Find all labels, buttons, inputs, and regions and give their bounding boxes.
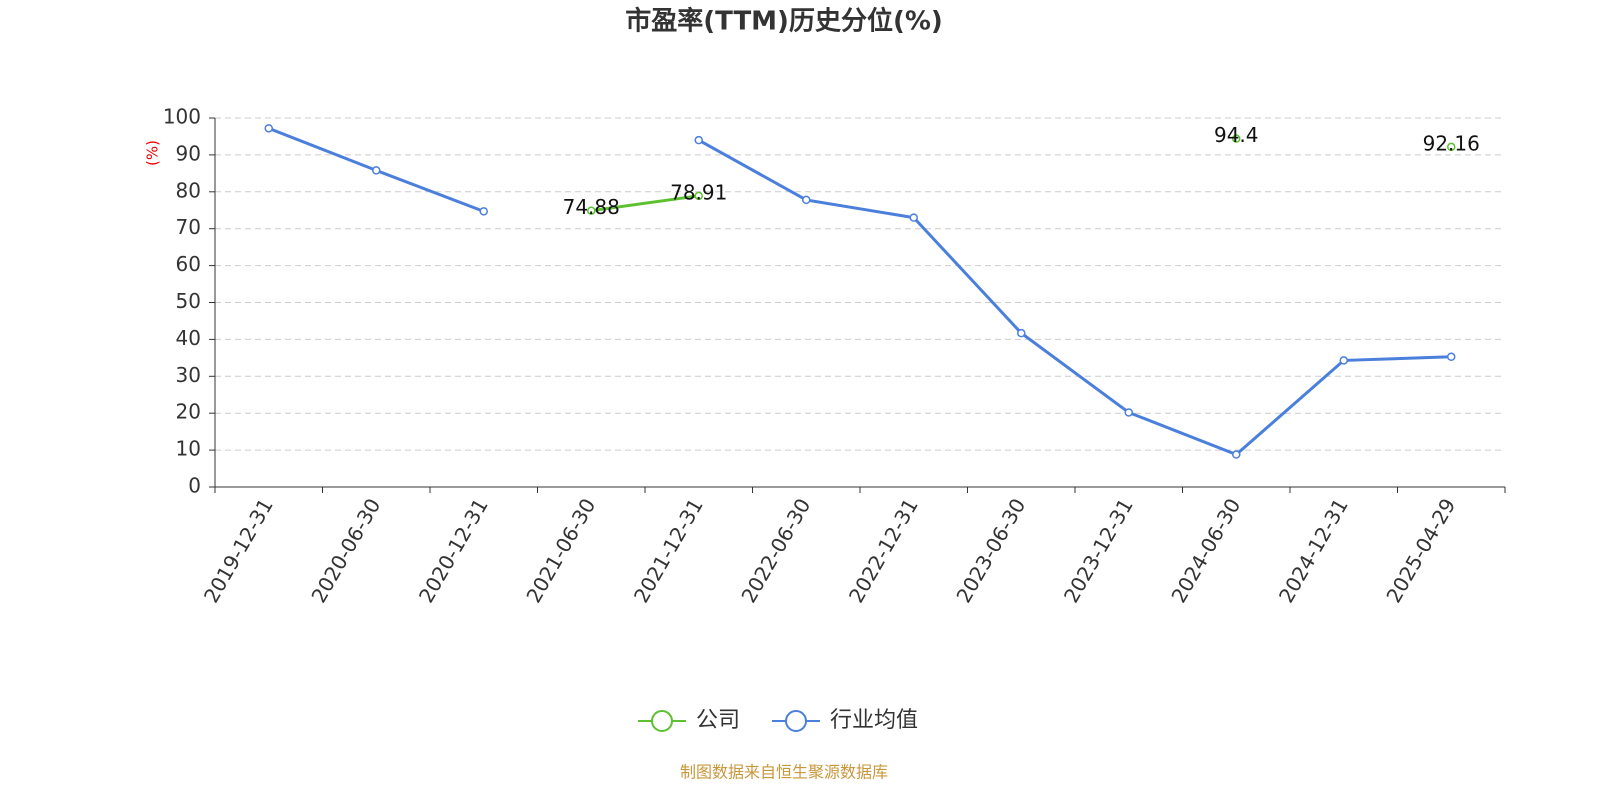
data-point: [1339, 356, 1348, 365]
y-tick-label: 40: [176, 326, 201, 350]
y-tick-label: 50: [176, 289, 201, 313]
data-point: [694, 191, 703, 201]
data-point: [1232, 450, 1241, 459]
y-tick-label: 60: [176, 252, 201, 276]
data-label: 74.88: [563, 195, 620, 219]
data-point: [587, 206, 596, 215]
legend-label: 公司: [696, 708, 740, 733]
y-tick-label: 0: [188, 474, 201, 498]
data-label: 78.91: [670, 180, 727, 204]
y-tick-label: 20: [176, 400, 201, 424]
x-tick-label: 2023-12-31: [1059, 494, 1138, 607]
x-tick-label: 2024-12-31: [1274, 494, 1353, 607]
data-label: 92.16: [1423, 131, 1480, 155]
y-tick-label: 70: [176, 215, 201, 239]
data-point: [1232, 134, 1241, 143]
legend-item[interactable]: 公司: [638, 708, 740, 733]
data-point: [1124, 408, 1133, 417]
x-tick-label: 2020-06-30: [306, 494, 385, 607]
x-tick-label: 2024-06-30: [1166, 494, 1245, 607]
legend-label: 行业均值: [830, 708, 918, 733]
y-tick-label: 80: [176, 178, 201, 202]
data-point: [1017, 328, 1026, 338]
legend-marker: [651, 710, 673, 732]
data-point: [372, 166, 381, 175]
x-tick-label: 2025-04-29: [1381, 494, 1460, 607]
data-label: 94.4: [1214, 123, 1259, 147]
data-point: [264, 124, 273, 133]
x-tick-label: 2023-06-30: [951, 494, 1030, 607]
y-tick-label: 30: [176, 363, 201, 387]
y-tick-label: 100: [163, 105, 201, 129]
series-line: [268, 126, 1452, 457]
legend-marker: [785, 710, 807, 732]
x-tick-label: 2021-06-30: [521, 494, 600, 607]
data-point: [802, 195, 811, 205]
y-tick-label: 90: [176, 141, 201, 165]
y-tick-label: 10: [176, 437, 201, 461]
data-point: [1447, 352, 1456, 361]
x-tick-label: 2019-12-31: [199, 494, 278, 607]
x-tick-label: 2020-12-31: [414, 494, 493, 607]
y-axis-label: (%): [144, 140, 162, 166]
legend-item[interactable]: 行业均值: [772, 708, 918, 733]
data-point: [694, 135, 703, 145]
data-point: [909, 213, 918, 222]
x-tick-label: 2022-12-31: [844, 494, 923, 607]
data-point: [1447, 142, 1456, 152]
x-tick-label: 2022-06-30: [736, 494, 815, 607]
x-tick-label: 2021-12-31: [629, 494, 708, 607]
data-point: [479, 207, 488, 216]
source-note: 制图数据来自恒生聚源数据库: [680, 763, 888, 782]
chart-title: 市盈率(TTM)历史分位(%): [625, 6, 943, 37]
